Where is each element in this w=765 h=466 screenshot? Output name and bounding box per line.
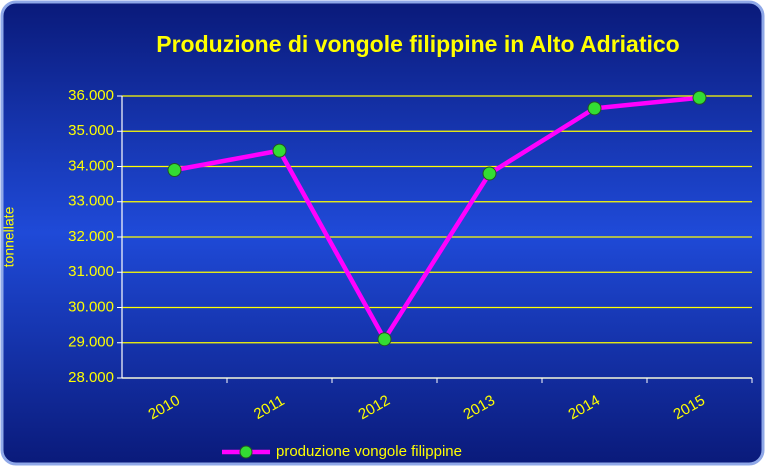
y-tick-label: 34.000 [68, 157, 114, 174]
y-tick-label: 35.000 [68, 122, 114, 139]
data-point [692, 90, 707, 105]
data-point [482, 166, 497, 181]
data-point [587, 101, 602, 116]
legend-marker [239, 445, 253, 459]
data-line [174, 95, 700, 342]
y-tick-label: 32.000 [68, 228, 114, 245]
chart-title: Produzione di vongole filippine in Alto … [156, 31, 679, 57]
data-point [272, 143, 287, 158]
legend-label: produzione vongole filippine [276, 443, 462, 460]
y-tick-label: 29.000 [68, 334, 114, 351]
data-point [377, 332, 392, 347]
y-tick-label: 28.000 [68, 369, 114, 386]
y-tick-label: 31.000 [68, 263, 114, 280]
y-tick-label: 33.000 [68, 193, 114, 210]
y-axis-label: tonnellate [1, 206, 17, 267]
y-tick-label: 36.000 [68, 87, 114, 104]
data-point [167, 163, 182, 178]
y-tick-label: 30.000 [68, 298, 114, 315]
